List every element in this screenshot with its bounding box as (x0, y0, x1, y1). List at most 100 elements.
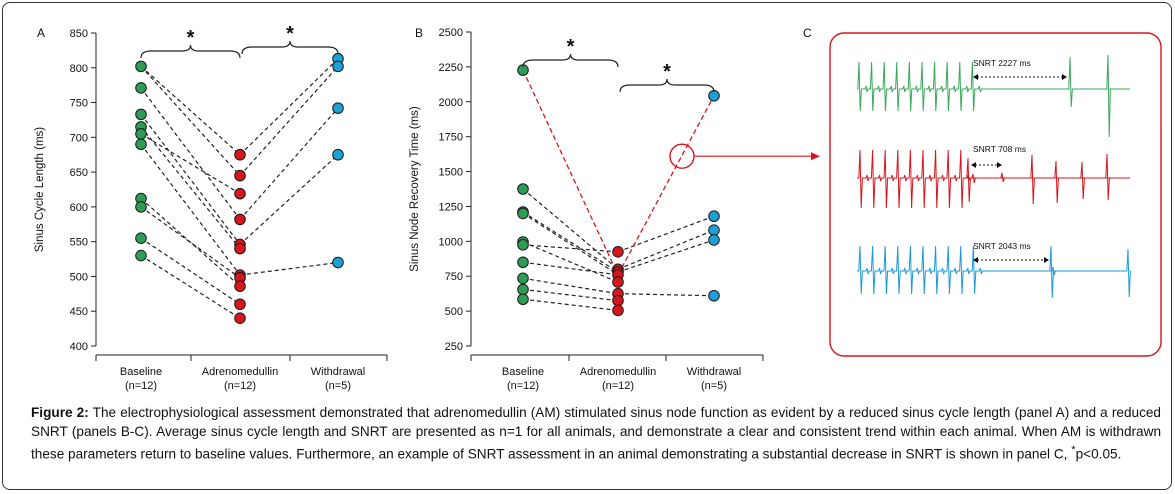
am-to-withdrawal-line (617, 229, 715, 270)
baseline-point (135, 60, 147, 73)
snrt-arrow-green-head-right (1062, 74, 1067, 80)
baseline-point (517, 272, 529, 285)
withdrawal-point (708, 289, 720, 302)
group-n-label: (n=5) (325, 380, 351, 392)
snrt-arrow-blue-head-left (973, 257, 978, 263)
group-label: Adrenomedullin (580, 366, 656, 378)
group-n-label: (n=12) (602, 380, 634, 392)
y-tick-label: 2250 (439, 62, 463, 74)
significance-star: * (663, 61, 671, 83)
baseline-point (517, 183, 529, 195)
group-label: Withdrawal (687, 366, 741, 378)
group-label: Baseline (120, 366, 162, 378)
baseline-point (135, 82, 147, 94)
y-tick-label: 750 (445, 271, 463, 283)
panel-c-border (829, 32, 1162, 357)
baseline-to-am-line (140, 198, 241, 287)
caption-prefix: Figure 2: (31, 405, 89, 420)
panel-c: C SNRT 2227 ms SNRT 708 ms SNRT 2043 ms (803, 26, 1162, 357)
figure-caption: Figure 2: The electrophysiological asses… (31, 403, 1161, 464)
panel-label: A (37, 26, 45, 40)
baseline-to-am-line (140, 143, 241, 276)
snrt-arrow-red-head-left (971, 162, 976, 168)
significance-bracket (522, 53, 619, 68)
baseline-to-am-line (522, 298, 619, 312)
baseline-to-am-line (522, 211, 619, 273)
baseline-to-am-line (140, 255, 241, 319)
snrt-label-green: SNRT 2227 ms (973, 58, 1031, 68)
caption-sup: * (1071, 444, 1076, 456)
significance-star: * (286, 23, 294, 45)
adrenomedullin-point (234, 148, 246, 161)
panel-b: B 250 500 750 1000 1250 1500 1750 2000 2250 2500 Si… (409, 26, 820, 392)
y-tick-label: 500 (70, 271, 88, 283)
y-tick-label: 600 (70, 202, 88, 214)
group-n-label: (n=5) (701, 380, 727, 392)
highlight-line (522, 69, 619, 276)
am-to-withdrawal-line (239, 107, 339, 220)
adrenomedullin-point (234, 169, 246, 182)
baseline-point (135, 108, 147, 121)
figure-panels: A 400 450 500 550 600 650 700 750 800 850 Sinus Cyc… (34, 23, 1162, 392)
y-tick-label: 850 (70, 28, 88, 40)
baseline-point (135, 249, 147, 262)
y-tick-label: 1500 (439, 167, 463, 179)
baseline-point (517, 207, 529, 220)
am-to-withdrawal-line (239, 154, 339, 245)
group-label: Adrenomedullin (202, 366, 278, 378)
y-tick-label: 800 (70, 63, 88, 75)
baseline-point (135, 232, 147, 244)
am-to-withdrawal-line (617, 239, 715, 273)
am-to-withdrawal-line (617, 215, 715, 253)
y-axis-label: Sinus Cycle Length (ms) (34, 127, 46, 252)
withdrawal-point (332, 256, 344, 269)
am-to-withdrawal-line (239, 261, 339, 276)
baseline-to-am-line (140, 206, 241, 279)
adrenomedullin-point (612, 304, 624, 317)
panel-label: C (803, 26, 812, 40)
group-n-label: (n=12) (125, 380, 157, 392)
y-tick-label: 2000 (439, 97, 463, 109)
highlight-circle (669, 143, 695, 169)
group-n-label: (n=12) (224, 380, 256, 392)
trace-blue (857, 245, 1131, 299)
withdrawal-point (332, 102, 344, 114)
y-tick-label: 700 (70, 132, 88, 144)
significance-bracket (619, 78, 715, 93)
adrenomedullin-point (234, 280, 246, 292)
adrenomedullin-point (234, 242, 246, 255)
caption-text: The electrophysiological assessment demo… (31, 405, 1161, 462)
adrenomedullin-point (234, 213, 246, 226)
withdrawal-point (708, 210, 720, 223)
highlight-arrowhead (811, 152, 820, 161)
caption-end: p<0.05. (1075, 446, 1122, 462)
baseline-to-am-line (522, 212, 619, 276)
significance-star: * (187, 27, 195, 49)
snrt-arrow-blue-head-right (1044, 257, 1049, 263)
am-to-withdrawal-line (239, 65, 339, 176)
y-axis-label: Sinus Node Recovery Time (ms) (409, 106, 421, 272)
baseline-to-am-line (140, 133, 241, 195)
snrt-arrow-red-head-right (997, 162, 1002, 168)
withdrawal-point (332, 148, 344, 161)
adrenomedullin-point (234, 312, 246, 324)
snrt-label-red: SNRT 708 ms (973, 144, 1026, 154)
trace-red (857, 149, 1130, 209)
panel-a: A 400 450 500 550 600 650 700 750 800 850 Sinus Cyc… (34, 23, 388, 392)
baseline-point (517, 256, 529, 269)
panel-label: B (415, 26, 423, 40)
significance-bracket (140, 44, 241, 59)
baseline-to-am-line (522, 288, 619, 302)
baseline-to-am-line (140, 114, 241, 245)
baseline-to-am-line (522, 277, 619, 295)
y-tick-label: 250 (445, 341, 463, 353)
baseline-point (517, 293, 529, 306)
adrenomedullin-point (234, 187, 246, 200)
y-tick-label: 650 (70, 167, 88, 179)
withdrawal-point (332, 60, 344, 73)
y-tick-label: 1000 (439, 236, 463, 248)
highlight-line (617, 95, 715, 276)
baseline-point (135, 128, 147, 140)
y-tick-label: 500 (445, 306, 463, 318)
